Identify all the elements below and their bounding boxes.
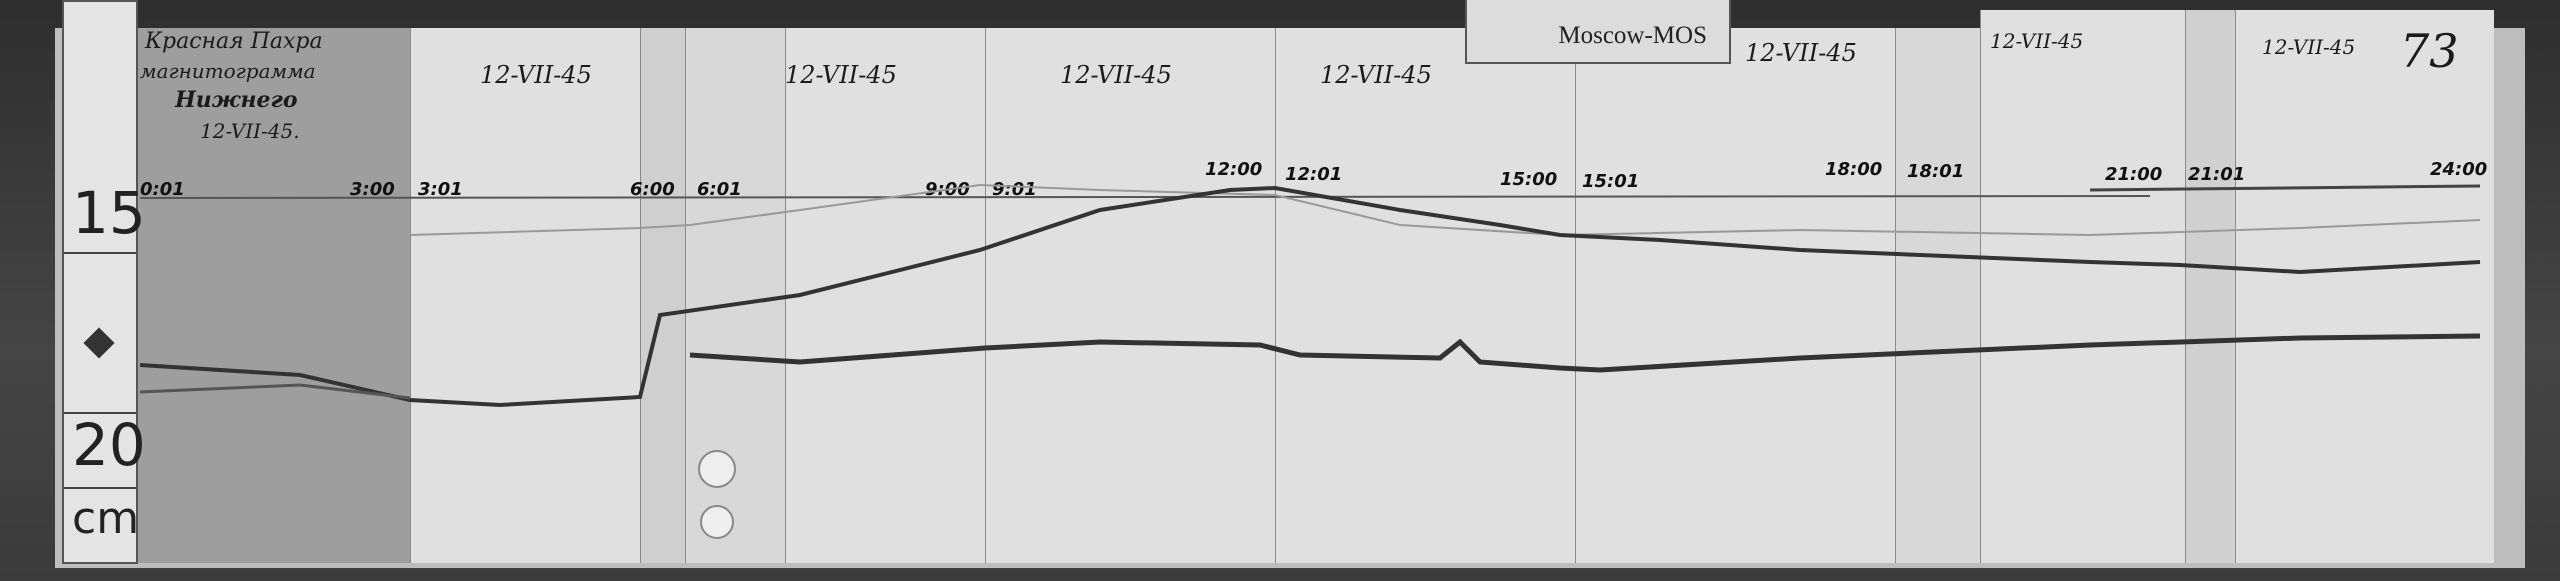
time-mark: 21:00 <box>2105 164 2163 185</box>
panel-date: 12-VII-45 <box>785 61 897 89</box>
ruler-tick <box>64 252 136 254</box>
magnetogram-panel-7 <box>1895 28 1981 563</box>
panel-date: 12-VII-45 <box>480 61 592 89</box>
time-mark: 6:00 <box>630 179 675 200</box>
punch-hole <box>698 450 736 488</box>
magnetogram-panel-4 <box>985 28 1276 563</box>
cm-ruler: 15 20 cm <box>62 0 146 564</box>
time-mark: 21:01 <box>2188 164 2246 185</box>
time-mark: 12:01 <box>1285 164 1343 185</box>
magnetogram-panel-1 <box>410 28 641 563</box>
panel-date: 12-VII-45 <box>2262 35 2356 59</box>
panel-date: 12-VII-45 <box>1320 61 1432 89</box>
station-label-text: Moscow-MOS <box>1558 22 1707 49</box>
magnetogram-panel-6 <box>1575 28 1896 563</box>
note-date: 12-VII-45. <box>200 119 300 143</box>
panel-date: 12-VII-45 <box>1990 29 2084 53</box>
time-mark: 18:00 <box>1825 159 1883 180</box>
time-mark: 12:00 <box>1205 159 1263 180</box>
time-mark: 3:01 <box>418 179 463 200</box>
trace-h <box>409 183 2481 237</box>
ruler-unit: cm <box>72 493 140 544</box>
time-mark: 0:01 <box>140 179 185 200</box>
trace-d <box>139 185 2481 408</box>
baseline-right <box>2089 184 2481 192</box>
baseline <box>139 195 2151 199</box>
time-mark: 18:01 <box>1907 161 1965 182</box>
trace-title <box>139 383 411 400</box>
panel-date: 12-VII-45 <box>1745 39 1857 67</box>
time-mark: 6:01 <box>697 179 742 200</box>
ruler-mark-20: 20 <box>72 411 146 479</box>
magnetogram-panel-3 <box>785 28 986 563</box>
magnetogram-panel-9 <box>2235 10 2494 563</box>
title-panel <box>135 28 411 563</box>
ruler-mark-15: 15 <box>72 179 146 247</box>
note-line-2: магнитограмма <box>140 59 316 83</box>
time-mark: 24:00 <box>2430 159 2488 180</box>
time-mark: 15:01 <box>1582 171 1640 192</box>
ruler-tick <box>64 412 136 414</box>
time-mark: 9:01 <box>992 179 1037 200</box>
note-line-3: Нижнего <box>175 87 298 113</box>
time-mark: 15:00 <box>1500 169 1558 190</box>
magnetogram-panel-8 <box>1980 10 2186 563</box>
panel-date: 12-VII-45 <box>1060 61 1172 89</box>
station-label: Moscow-MOS <box>1465 0 1731 64</box>
ruler-tick <box>64 487 136 489</box>
time-mark: 3:00 <box>350 179 395 200</box>
sheet-number: 73 <box>2400 24 2459 78</box>
note-line-1: Красная Пахра <box>145 29 323 54</box>
punch-hole <box>700 505 734 539</box>
overlap-strip <box>640 28 686 563</box>
tape-strip <box>2185 10 2236 563</box>
magnetogram-panel-5 <box>1275 28 1576 563</box>
trace-z <box>689 333 2481 373</box>
